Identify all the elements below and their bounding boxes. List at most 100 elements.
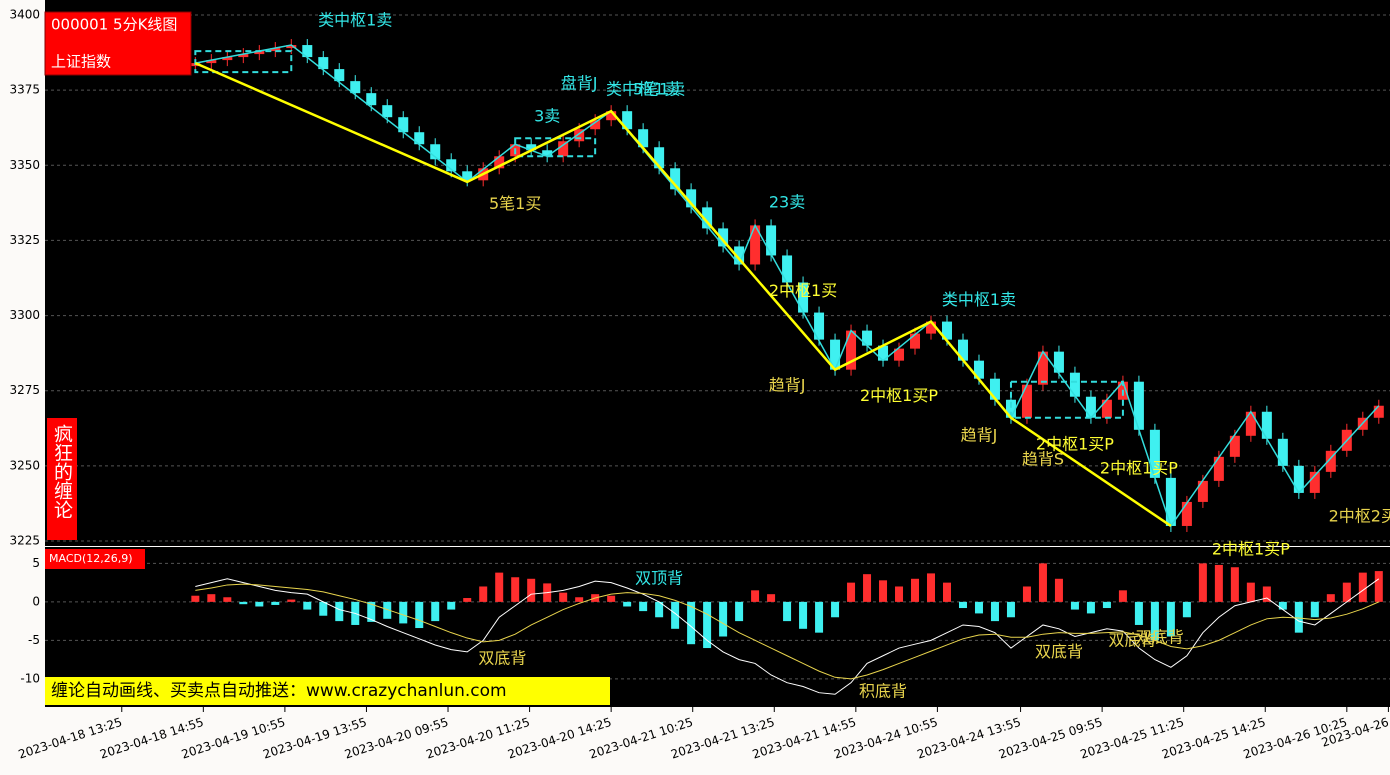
candle-body — [1309, 471, 1320, 493]
hub — [1009, 380, 1124, 419]
y-tick-label: 3325 — [9, 233, 40, 247]
candle-body — [334, 69, 345, 82]
candle-body — [366, 93, 377, 106]
annotation: 类中枢1卖 — [318, 11, 392, 30]
macd-bar — [1150, 601, 1159, 641]
candle-body — [894, 348, 905, 361]
macd-bar — [1166, 601, 1175, 637]
y-tick-label: 3225 — [9, 534, 40, 548]
annotation: 3卖 — [534, 107, 560, 126]
annotation: 5笔1买 — [489, 194, 541, 213]
annotation: 双顶背 — [635, 568, 683, 587]
candle-body — [430, 144, 441, 160]
candle-body — [1325, 450, 1336, 472]
macd-bar — [895, 586, 904, 602]
candle-body — [1005, 399, 1016, 418]
candle-body — [702, 207, 713, 229]
y-tick-label: 0 — [32, 594, 40, 608]
candle-body — [1229, 435, 1240, 457]
macd-bar — [1294, 601, 1303, 633]
annotation: 盘背J — [561, 74, 598, 93]
candle-body — [926, 321, 937, 334]
candle-body — [606, 111, 617, 121]
candle-body — [750, 225, 761, 265]
macd-bar — [287, 599, 296, 602]
candle-body — [718, 228, 729, 247]
macd-bar — [911, 578, 920, 602]
macd-bar — [671, 601, 680, 629]
candle-body — [782, 255, 793, 283]
annotation: 23卖 — [769, 192, 805, 211]
macd-bar — [319, 601, 328, 616]
macd-bar — [1262, 586, 1271, 602]
candle-body — [222, 57, 233, 61]
candle-body — [1277, 438, 1288, 466]
annotation: 5笔1卖 — [633, 80, 685, 99]
macd-bar — [559, 592, 568, 602]
candle-body — [766, 225, 777, 256]
macd-bar — [1246, 582, 1255, 602]
macd-bar — [1086, 601, 1095, 614]
candle-body — [462, 171, 473, 181]
macd-bar — [1134, 601, 1143, 625]
macd-bar — [879, 580, 888, 602]
annotation: 类中枢1卖 — [942, 290, 1016, 309]
candle-body — [558, 141, 569, 157]
macd-bar — [207, 594, 216, 602]
macd-bar — [719, 601, 728, 637]
y-tick-label: 3250 — [9, 458, 40, 472]
macd-bar — [1070, 601, 1079, 610]
candle-body — [590, 120, 601, 130]
macd-title: MACD(12,26,9) — [49, 552, 133, 565]
y-tick-label: 3400 — [9, 8, 40, 22]
chart-title: 000001 5分K线图 — [51, 16, 177, 34]
candle-body — [398, 117, 409, 133]
candle-body — [1069, 372, 1080, 397]
annotation: 2中枢1买P — [860, 386, 938, 405]
macd-bar — [367, 601, 376, 622]
candle-body — [302, 45, 313, 58]
candle-body — [878, 345, 889, 361]
watermark-box — [47, 418, 77, 540]
chart-subtitle: 上证指数 — [51, 53, 111, 71]
hub — [194, 50, 293, 74]
candle-body — [910, 333, 921, 349]
macd-bar — [447, 601, 456, 610]
macd-bar — [623, 601, 632, 607]
candle-body — [622, 111, 633, 130]
macd-bar — [1198, 563, 1207, 602]
candle-body — [206, 60, 217, 64]
candle-body — [957, 339, 968, 361]
macd-bar — [703, 601, 712, 649]
macd-bar — [974, 601, 983, 614]
annotation: 2中枢1买P — [1212, 540, 1290, 559]
macd-bar — [783, 601, 792, 622]
macd-bar — [191, 595, 200, 602]
bi-line — [194, 61, 1172, 528]
macd-bar — [255, 601, 264, 607]
y-tick-label: -5 — [28, 633, 40, 647]
candle-body — [973, 360, 984, 379]
banner-box — [45, 677, 610, 705]
macd-bar — [639, 601, 648, 612]
candle-body — [494, 156, 505, 169]
macd-bar — [575, 597, 584, 602]
macd-bar — [431, 601, 440, 622]
macd-bar — [927, 573, 936, 602]
macd-bar — [863, 574, 872, 602]
annotation: 双底背 — [1136, 628, 1184, 647]
macd-bar — [751, 590, 760, 602]
candle-body — [654, 147, 665, 169]
annotation: 双底背 — [478, 648, 526, 667]
macd-bar — [223, 597, 232, 602]
macd-bar — [735, 601, 744, 622]
macd-bar — [271, 601, 280, 605]
candle-body — [1053, 351, 1064, 373]
macd-bar — [942, 582, 951, 602]
annotation: 2中枢1买 — [769, 281, 837, 300]
candle-body — [1261, 411, 1272, 439]
macd-bar — [990, 601, 999, 622]
watermark: 疯狂的缠论 — [51, 424, 73, 519]
